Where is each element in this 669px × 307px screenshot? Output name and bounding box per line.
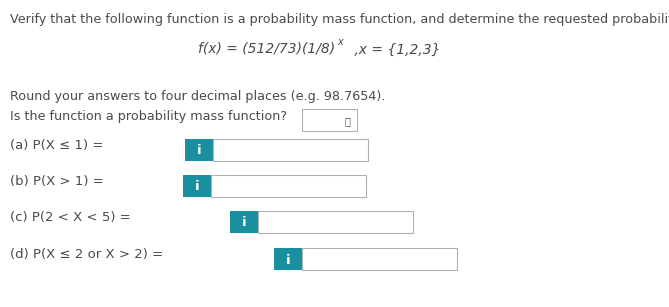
Text: i: i [286, 254, 290, 266]
FancyBboxPatch shape [230, 211, 258, 233]
FancyBboxPatch shape [183, 175, 211, 197]
FancyBboxPatch shape [258, 211, 413, 233]
Text: (b) P(X > 1) =: (b) P(X > 1) = [10, 175, 108, 188]
FancyBboxPatch shape [274, 248, 302, 270]
FancyBboxPatch shape [213, 139, 368, 161]
FancyBboxPatch shape [302, 109, 357, 131]
Text: ⌵: ⌵ [344, 116, 350, 126]
Text: (a) P(X ≤ 1) =: (a) P(X ≤ 1) = [10, 139, 108, 152]
Text: Is the function a probability mass function?: Is the function a probability mass funct… [10, 110, 287, 123]
Text: ,x = {1,2,3}: ,x = {1,2,3} [350, 43, 440, 57]
Text: (d) P(X ≤ 2 or X > 2) =: (d) P(X ≤ 2 or X > 2) = [10, 248, 167, 261]
Text: (c) P(2 < X < 5) =: (c) P(2 < X < 5) = [10, 211, 135, 224]
FancyBboxPatch shape [211, 175, 366, 197]
Text: x: x [337, 37, 343, 47]
Text: i: i [242, 216, 246, 230]
Text: i: i [195, 181, 199, 193]
Text: f(x) = (512/73)(1/8): f(x) = (512/73)(1/8) [198, 42, 335, 56]
Text: Round your answers to four decimal places (e.g. 98.7654).: Round your answers to four decimal place… [10, 90, 385, 103]
Text: Verify that the following function is a probability mass function, and determine: Verify that the following function is a … [10, 13, 669, 26]
Text: i: i [197, 145, 201, 157]
FancyBboxPatch shape [185, 139, 213, 161]
FancyBboxPatch shape [302, 248, 457, 270]
